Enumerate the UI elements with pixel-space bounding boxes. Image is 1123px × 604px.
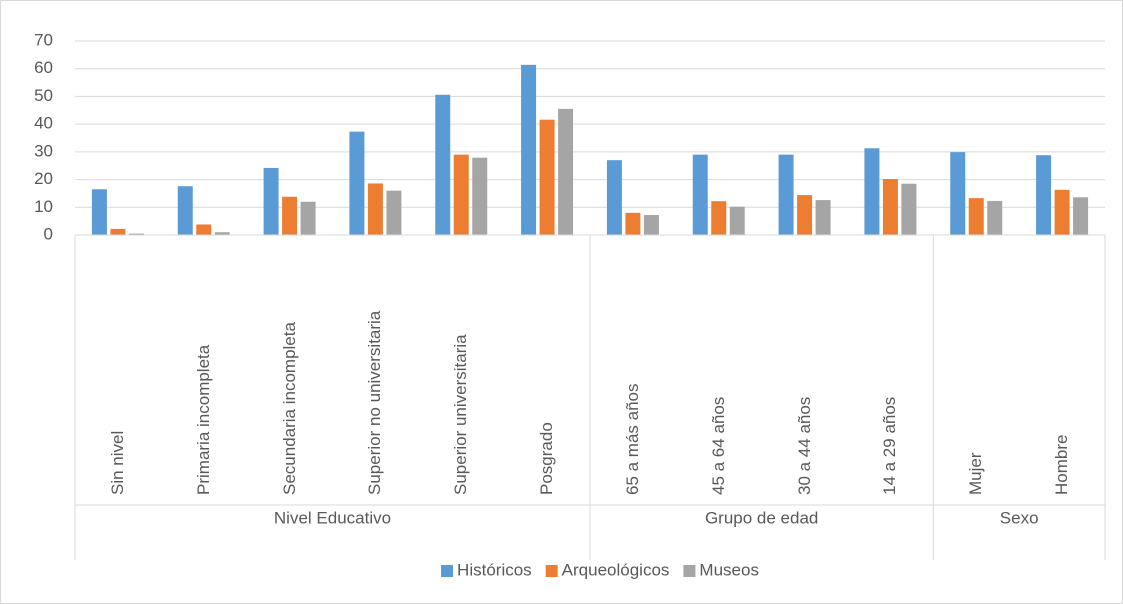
x-tick-label: Superior universitaria	[451, 334, 471, 495]
bar	[367, 183, 383, 235]
bar	[349, 131, 365, 235]
x-tick-label: 65 a más años	[622, 383, 642, 495]
legend-label: Arqueológicos	[562, 560, 670, 579]
bar	[729, 206, 745, 235]
group-label: Sexo	[1000, 508, 1039, 527]
legend-label: Museos	[699, 560, 759, 579]
bar	[625, 212, 641, 235]
bar	[453, 154, 469, 235]
bar	[472, 157, 488, 235]
bar	[815, 200, 831, 235]
bar	[282, 196, 298, 235]
bar	[711, 201, 727, 235]
x-tick-label: Sin nivel	[107, 430, 127, 495]
x-tick-label: 14 a 29 años	[880, 396, 900, 495]
bar	[110, 228, 126, 235]
bar	[968, 198, 984, 235]
group-label: Nivel Educativo	[274, 508, 391, 527]
y-tick-label: 40	[34, 114, 53, 133]
bar	[521, 64, 537, 235]
bar	[539, 119, 555, 235]
y-tick-label: 10	[34, 197, 53, 216]
bar	[778, 154, 794, 235]
bar	[987, 200, 1003, 235]
x-tick-label: Secundaria incompleta	[279, 322, 299, 495]
bar	[864, 148, 880, 235]
x-tick-label: Mujer	[966, 452, 986, 495]
legend-swatch	[683, 565, 696, 577]
x-tick-label: Superior no universitaria	[365, 310, 385, 495]
bar	[128, 233, 144, 235]
legend-label: Históricos	[457, 560, 532, 579]
bar	[1036, 155, 1052, 235]
bar	[797, 195, 813, 235]
group-label: Grupo de edad	[705, 508, 818, 527]
bar	[263, 167, 279, 235]
y-tick-label: 70	[34, 30, 53, 49]
bar	[91, 189, 107, 235]
bar	[950, 152, 966, 235]
bar	[386, 190, 402, 235]
bar	[177, 186, 193, 235]
y-tick-label: 20	[34, 169, 53, 188]
legend-swatch	[545, 565, 558, 577]
legend-swatch	[441, 565, 454, 577]
x-tick-label: 30 a 44 años	[794, 396, 814, 495]
bar	[214, 232, 230, 235]
bar	[606, 160, 622, 235]
bar	[692, 154, 708, 235]
bar	[196, 224, 212, 235]
bar	[435, 94, 451, 235]
y-tick-label: 50	[34, 86, 53, 105]
bar	[901, 183, 917, 235]
bar	[1054, 189, 1070, 235]
x-tick-label: Posgrado	[537, 422, 557, 495]
bar	[882, 179, 898, 235]
y-tick-label: 30	[34, 141, 53, 160]
bar	[1073, 197, 1089, 235]
y-tick-label: 0	[44, 224, 53, 243]
x-tick-label: Primaria incompleta	[193, 344, 213, 495]
x-tick-label: 45 a 64 años	[708, 396, 728, 495]
bar	[558, 108, 574, 235]
y-tick-label: 60	[34, 58, 53, 77]
bar	[643, 215, 659, 235]
bar	[300, 201, 316, 235]
x-tick-label: Hombre	[1052, 434, 1072, 495]
